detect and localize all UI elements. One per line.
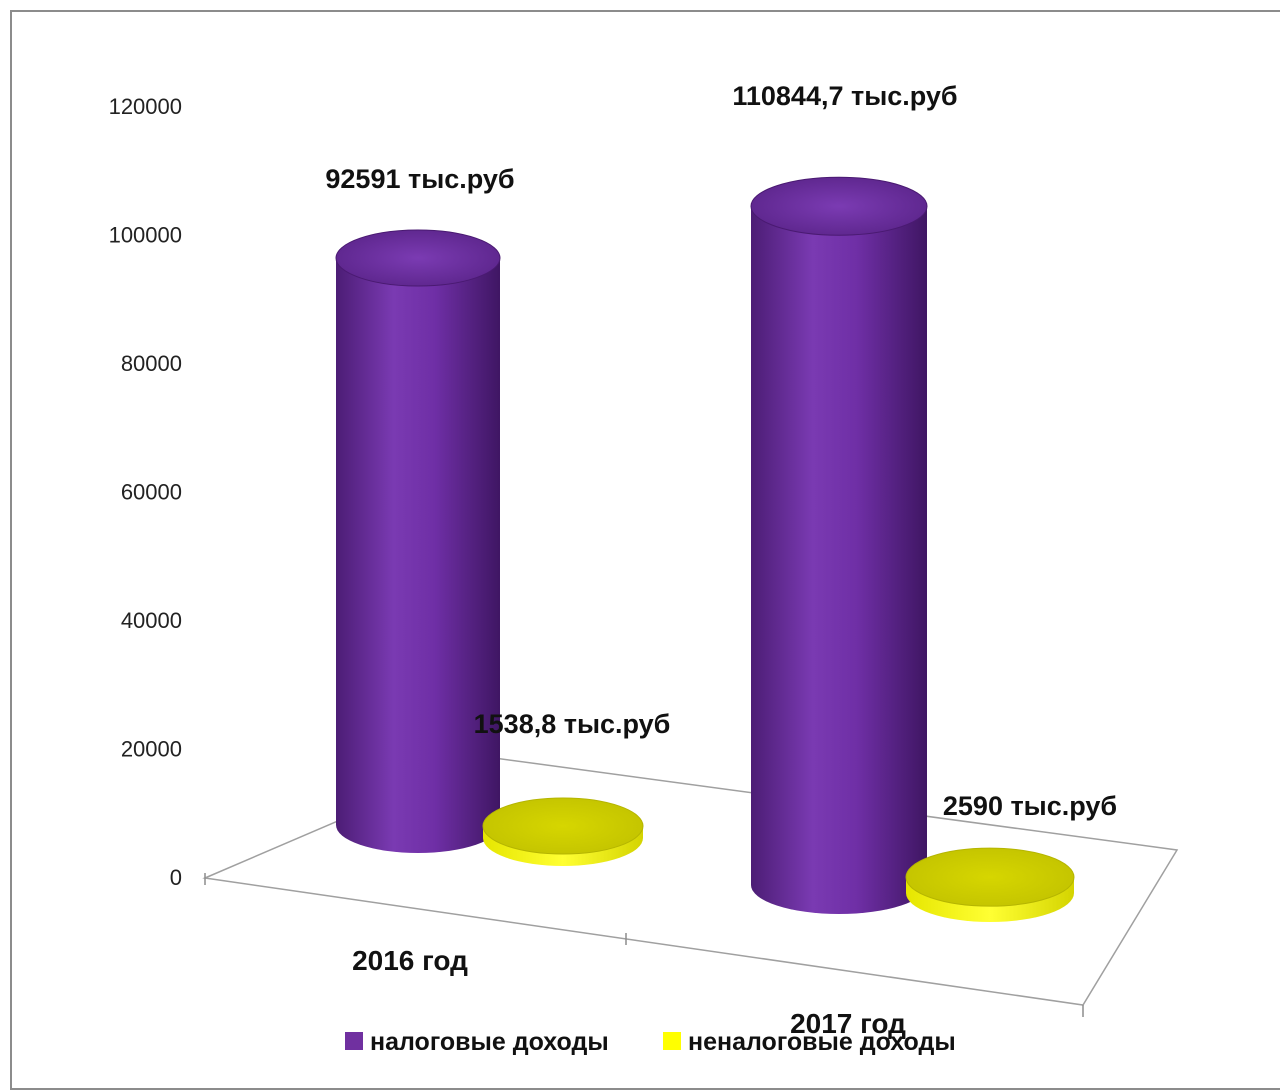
bar-body <box>336 258 500 853</box>
legend-swatch-nalogovye <box>345 1032 363 1050</box>
category-label: 2017 год <box>790 1008 906 1039</box>
y-tick-label: 40000 <box>121 608 182 633</box>
y-tick-label: 80000 <box>121 351 182 376</box>
y-tick-label: 60000 <box>121 480 182 505</box>
legend: налоговые доходы неналоговые доходы <box>345 1028 956 1056</box>
y-tick-label: 0 <box>170 865 182 890</box>
bar-body <box>751 206 927 914</box>
bar-top <box>905 847 1075 907</box>
category-label: 2016 год <box>352 945 468 976</box>
y-tick-label: 20000 <box>121 737 182 762</box>
legend-swatch-nenalogovye <box>663 1032 681 1050</box>
data-label: 2590 тыс.руб <box>943 791 1117 821</box>
data-label: 1538,8 тыс.руб <box>474 709 671 739</box>
legend-label-nalogovye: налоговые доходы <box>370 1028 609 1056</box>
y-tick-label: 100000 <box>109 223 182 248</box>
category-labels: 2016 год 2017 год <box>352 945 906 1039</box>
legend-label-nenalogovye: неналоговые доходы <box>688 1028 956 1056</box>
bars <box>335 176 1075 922</box>
data-label: 92591 тыс.руб <box>325 164 514 194</box>
bar-nenalogovye-2016 <box>482 797 644 866</box>
bar-nalogovye-2016 <box>335 229 501 853</box>
bar-top <box>335 229 501 287</box>
y-tick-label: 120000 <box>109 94 182 119</box>
data-label: 110844,7 тыс.руб <box>732 81 957 111</box>
bar-top <box>482 797 644 855</box>
y-axis-ticks: 0 20000 40000 60000 80000 100000 120000 <box>109 94 182 890</box>
data-labels: 92591 тыс.руб 110844,7 тыс.руб 1538,8 тыс.… <box>325 81 1117 821</box>
bar-nalogovye-2017 <box>750 176 928 914</box>
bar-top <box>750 176 928 236</box>
bar-nenalogovye-2017 <box>905 847 1075 922</box>
